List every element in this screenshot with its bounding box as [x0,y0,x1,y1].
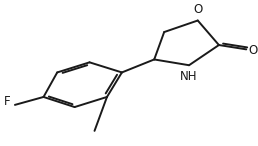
Text: O: O [249,44,258,57]
Text: F: F [4,95,10,108]
Text: O: O [193,3,202,16]
Text: NH: NH [180,69,198,82]
